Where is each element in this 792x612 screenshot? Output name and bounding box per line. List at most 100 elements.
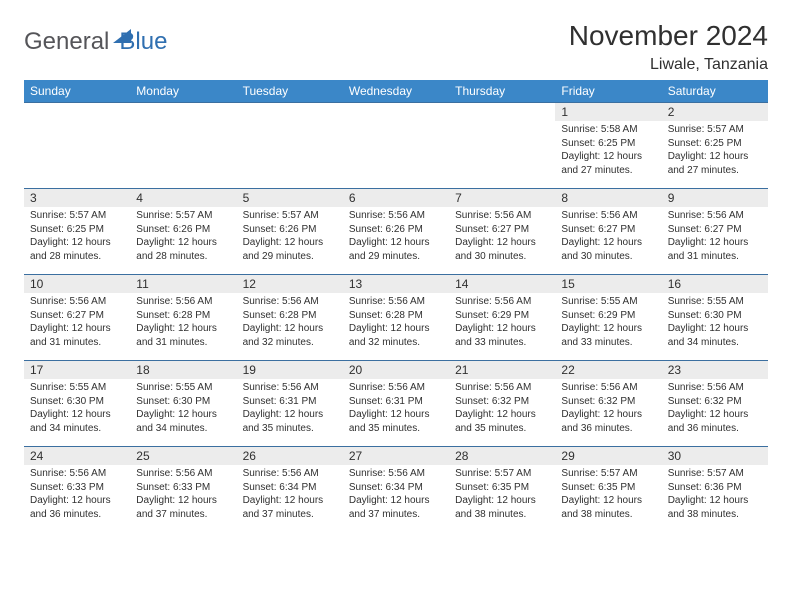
calendar-cell: 14Sunrise: 5:56 AMSunset: 6:29 PMDayligh… (449, 275, 555, 361)
day-details: Sunrise: 5:56 AMSunset: 6:27 PMDaylight:… (555, 207, 661, 267)
calendar-thead: SundayMondayTuesdayWednesdayThursdayFrid… (24, 80, 768, 103)
sunset-line: Sunset: 6:36 PM (668, 481, 762, 495)
day-number: 4 (130, 189, 236, 207)
sunset-line: Sunset: 6:30 PM (30, 395, 124, 409)
day-details: Sunrise: 5:56 AMSunset: 6:34 PMDaylight:… (343, 465, 449, 525)
sunset-line: Sunset: 6:27 PM (455, 223, 549, 237)
day-details: Sunrise: 5:56 AMSunset: 6:32 PMDaylight:… (555, 379, 661, 439)
day-number: 1 (555, 103, 661, 121)
daylight-line: Daylight: 12 hours and 38 minutes. (668, 494, 762, 521)
day-number: 21 (449, 361, 555, 379)
calendar-cell: . (449, 103, 555, 189)
day-number: 24 (24, 447, 130, 465)
day-details: Sunrise: 5:57 AMSunset: 6:26 PMDaylight:… (237, 207, 343, 267)
day-details: Sunrise: 5:56 AMSunset: 6:33 PMDaylight:… (24, 465, 130, 525)
calendar-cell: 16Sunrise: 5:55 AMSunset: 6:30 PMDayligh… (662, 275, 768, 361)
sunset-line: Sunset: 6:27 PM (30, 309, 124, 323)
calendar-cell: 13Sunrise: 5:56 AMSunset: 6:28 PMDayligh… (343, 275, 449, 361)
sunset-line: Sunset: 6:26 PM (243, 223, 337, 237)
sunrise-line: Sunrise: 5:57 AM (136, 209, 230, 223)
sunrise-line: Sunrise: 5:57 AM (668, 467, 762, 481)
calendar-cell: 19Sunrise: 5:56 AMSunset: 6:31 PMDayligh… (237, 361, 343, 447)
calendar-row: 10Sunrise: 5:56 AMSunset: 6:27 PMDayligh… (24, 275, 768, 361)
calendar-cell: 5Sunrise: 5:57 AMSunset: 6:26 PMDaylight… (237, 189, 343, 275)
sunset-line: Sunset: 6:35 PM (561, 481, 655, 495)
day-number: 6 (343, 189, 449, 207)
calendar-cell: 27Sunrise: 5:56 AMSunset: 6:34 PMDayligh… (343, 447, 449, 533)
day-number: 30 (662, 447, 768, 465)
daylight-line: Daylight: 12 hours and 30 minutes. (455, 236, 549, 263)
day-number: 18 (130, 361, 236, 379)
day-number: 10 (24, 275, 130, 293)
daylight-line: Daylight: 12 hours and 29 minutes. (349, 236, 443, 263)
day-details: Sunrise: 5:56 AMSunset: 6:32 PMDaylight:… (662, 379, 768, 439)
day-header-row: SundayMondayTuesdayWednesdayThursdayFrid… (24, 80, 768, 103)
calendar-cell: 21Sunrise: 5:56 AMSunset: 6:32 PMDayligh… (449, 361, 555, 447)
day-number: 19 (237, 361, 343, 379)
calendar-cell: 17Sunrise: 5:55 AMSunset: 6:30 PMDayligh… (24, 361, 130, 447)
sunrise-line: Sunrise: 5:56 AM (561, 209, 655, 223)
calendar-cell: 28Sunrise: 5:57 AMSunset: 6:35 PMDayligh… (449, 447, 555, 533)
sunrise-line: Sunrise: 5:56 AM (349, 295, 443, 309)
sunrise-line: Sunrise: 5:58 AM (561, 123, 655, 137)
sunrise-line: Sunrise: 5:56 AM (455, 381, 549, 395)
daylight-line: Daylight: 12 hours and 32 minutes. (243, 322, 337, 349)
sunrise-line: Sunrise: 5:56 AM (30, 467, 124, 481)
sunrise-line: Sunrise: 5:56 AM (30, 295, 124, 309)
sunset-line: Sunset: 6:31 PM (349, 395, 443, 409)
day-number: 2 (662, 103, 768, 121)
day-header: Saturday (662, 80, 768, 103)
sunset-line: Sunset: 6:25 PM (30, 223, 124, 237)
sunset-line: Sunset: 6:29 PM (455, 309, 549, 323)
calendar-cell: 18Sunrise: 5:55 AMSunset: 6:30 PMDayligh… (130, 361, 236, 447)
sunset-line: Sunset: 6:27 PM (668, 223, 762, 237)
sunset-line: Sunset: 6:26 PM (349, 223, 443, 237)
day-number: 9 (662, 189, 768, 207)
sunrise-line: Sunrise: 5:55 AM (136, 381, 230, 395)
sunset-line: Sunset: 6:25 PM (561, 137, 655, 151)
daylight-line: Daylight: 12 hours and 31 minutes. (668, 236, 762, 263)
day-details: Sunrise: 5:56 AMSunset: 6:27 PMDaylight:… (662, 207, 768, 267)
calendar-cell: 3Sunrise: 5:57 AMSunset: 6:25 PMDaylight… (24, 189, 130, 275)
day-details: Sunrise: 5:55 AMSunset: 6:29 PMDaylight:… (555, 293, 661, 353)
sunrise-line: Sunrise: 5:56 AM (136, 467, 230, 481)
sunrise-line: Sunrise: 5:57 AM (561, 467, 655, 481)
daylight-line: Daylight: 12 hours and 36 minutes. (561, 408, 655, 435)
calendar-row: 24Sunrise: 5:56 AMSunset: 6:33 PMDayligh… (24, 447, 768, 533)
sunrise-line: Sunrise: 5:56 AM (561, 381, 655, 395)
daylight-line: Daylight: 12 hours and 35 minutes. (455, 408, 549, 435)
day-number: 20 (343, 361, 449, 379)
day-details: Sunrise: 5:55 AMSunset: 6:30 PMDaylight:… (130, 379, 236, 439)
calendar-cell: . (130, 103, 236, 189)
day-number: 5 (237, 189, 343, 207)
daylight-line: Daylight: 12 hours and 35 minutes. (349, 408, 443, 435)
header: General Blue November 2024 Liwale, Tanza… (24, 20, 768, 74)
day-details: Sunrise: 5:55 AMSunset: 6:30 PMDaylight:… (662, 293, 768, 353)
day-details: Sunrise: 5:56 AMSunset: 6:31 PMDaylight:… (237, 379, 343, 439)
sunset-line: Sunset: 6:30 PM (668, 309, 762, 323)
calendar-cell: 11Sunrise: 5:56 AMSunset: 6:28 PMDayligh… (130, 275, 236, 361)
day-number: 26 (237, 447, 343, 465)
sunrise-line: Sunrise: 5:56 AM (349, 381, 443, 395)
day-header: Wednesday (343, 80, 449, 103)
sunrise-line: Sunrise: 5:56 AM (668, 381, 762, 395)
sunrise-line: Sunrise: 5:56 AM (455, 209, 549, 223)
day-number: 13 (343, 275, 449, 293)
sunrise-line: Sunrise: 5:56 AM (136, 295, 230, 309)
day-details: Sunrise: 5:56 AMSunset: 6:28 PMDaylight:… (343, 293, 449, 353)
sunset-line: Sunset: 6:26 PM (136, 223, 230, 237)
sunrise-line: Sunrise: 5:56 AM (243, 295, 337, 309)
day-details: Sunrise: 5:57 AMSunset: 6:25 PMDaylight:… (662, 121, 768, 181)
calendar-cell: 15Sunrise: 5:55 AMSunset: 6:29 PMDayligh… (555, 275, 661, 361)
day-number: 12 (237, 275, 343, 293)
sunset-line: Sunset: 6:32 PM (561, 395, 655, 409)
sunrise-line: Sunrise: 5:55 AM (30, 381, 124, 395)
day-number: 11 (130, 275, 236, 293)
day-number: 3 (24, 189, 130, 207)
sunset-line: Sunset: 6:28 PM (349, 309, 443, 323)
daylight-line: Daylight: 12 hours and 31 minutes. (136, 322, 230, 349)
day-header: Monday (130, 80, 236, 103)
day-number: 16 (662, 275, 768, 293)
daylight-line: Daylight: 12 hours and 27 minutes. (668, 150, 762, 177)
calendar-table: SundayMondayTuesdayWednesdayThursdayFrid… (24, 80, 768, 533)
